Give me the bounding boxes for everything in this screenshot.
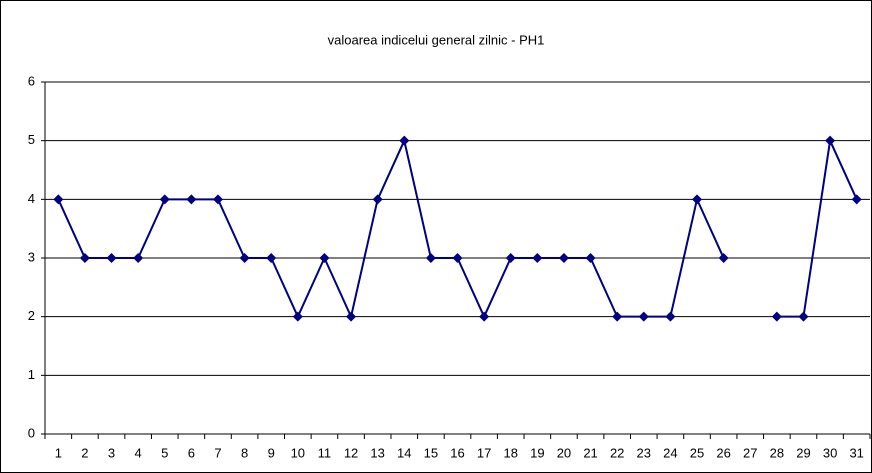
marker xyxy=(718,253,729,263)
marker xyxy=(425,253,436,263)
marker xyxy=(638,311,649,322)
marker xyxy=(186,194,197,205)
x-tick-label: 5 xyxy=(161,445,168,460)
x-tick-label: 8 xyxy=(241,445,248,460)
marker xyxy=(399,135,410,146)
x-tick-label: 13 xyxy=(370,445,384,460)
x-tick-label: 11 xyxy=(318,445,332,460)
marker xyxy=(133,253,144,263)
x-tick-label: 4 xyxy=(135,445,142,460)
marker xyxy=(851,194,862,205)
x-tick-label: 17 xyxy=(477,445,491,460)
y-tick-label: 3 xyxy=(28,249,35,264)
marker xyxy=(585,253,596,263)
marker xyxy=(532,253,543,263)
marker xyxy=(692,194,703,205)
marker xyxy=(292,311,303,322)
x-tick-label: 25 xyxy=(690,445,704,460)
marker xyxy=(505,253,516,263)
y-tick-label: 0 xyxy=(28,425,35,440)
marker xyxy=(771,311,782,322)
x-tick-label: 2 xyxy=(81,445,88,460)
marker xyxy=(825,135,836,146)
x-tick-label: 24 xyxy=(663,445,677,460)
marker xyxy=(479,311,490,322)
marker xyxy=(106,253,117,263)
marker xyxy=(346,311,357,322)
x-tick-label: 3 xyxy=(108,445,115,460)
x-tick-label: 20 xyxy=(557,445,571,460)
marker xyxy=(79,253,90,263)
x-tick-label: 31 xyxy=(849,445,863,460)
x-tick-label: 26 xyxy=(716,445,730,460)
x-tick-label: 27 xyxy=(743,445,757,460)
x-tick-label: 15 xyxy=(424,445,438,460)
y-tick-label: 2 xyxy=(28,308,35,323)
x-tick-label: 10 xyxy=(291,445,305,460)
marker xyxy=(239,253,250,263)
marker xyxy=(159,194,170,205)
marker xyxy=(266,253,277,263)
x-tick-label: 21 xyxy=(583,445,597,460)
x-tick-label: 6 xyxy=(188,445,195,460)
x-tick-label: 22 xyxy=(610,445,624,460)
x-tick-label: 19 xyxy=(530,445,544,460)
x-tick-label: 16 xyxy=(450,445,464,460)
marker xyxy=(665,311,676,322)
marker xyxy=(612,311,623,322)
marker xyxy=(372,194,383,205)
x-tick-label: 18 xyxy=(503,445,517,460)
marker xyxy=(319,253,330,263)
marker xyxy=(53,194,64,205)
x-tick-label: 14 xyxy=(397,445,411,460)
y-tick-label: 5 xyxy=(28,132,35,147)
marker xyxy=(212,194,223,205)
marker xyxy=(798,311,809,322)
y-tick-label: 6 xyxy=(28,73,35,88)
x-tick-label: 1 xyxy=(55,445,62,460)
marker xyxy=(452,253,463,263)
x-tick-label: 29 xyxy=(796,445,810,460)
x-tick-label: 7 xyxy=(214,445,221,460)
x-tick-label: 9 xyxy=(268,445,275,460)
x-tick-label: 12 xyxy=(344,445,358,460)
x-tick-label: 28 xyxy=(770,445,784,460)
chart-title: valoarea indicelui general zilnic - PH1 xyxy=(328,32,545,47)
y-tick-label: 1 xyxy=(28,367,35,382)
x-tick-label: 30 xyxy=(823,445,837,460)
marker xyxy=(558,253,569,263)
y-tick-label: 4 xyxy=(28,191,35,206)
x-tick-label: 23 xyxy=(637,445,651,460)
